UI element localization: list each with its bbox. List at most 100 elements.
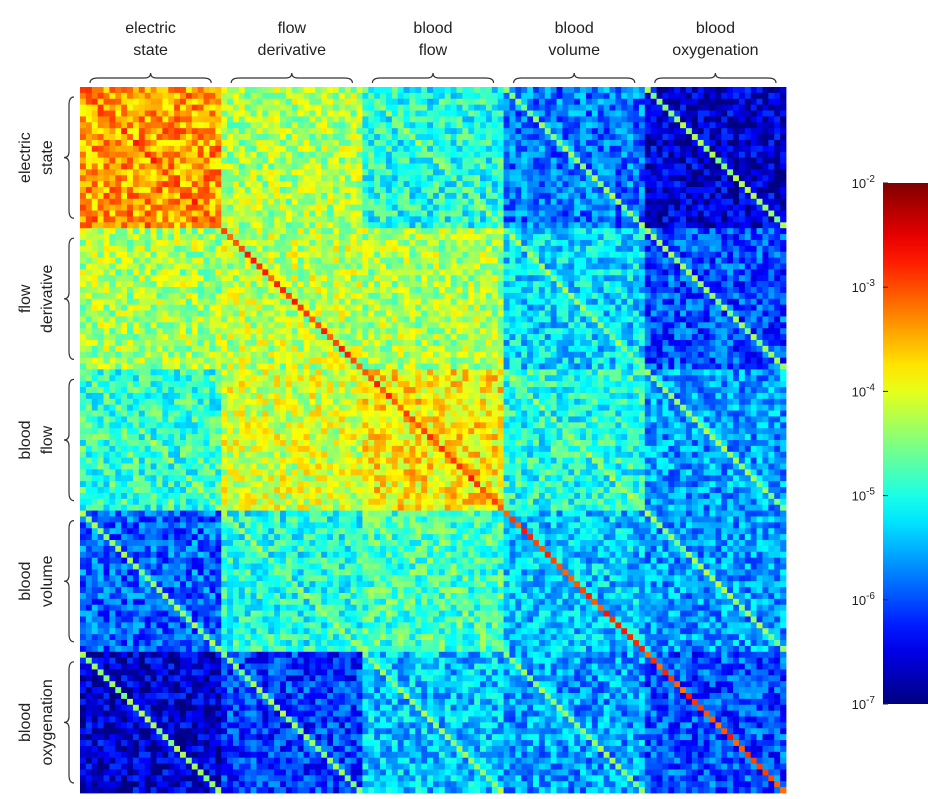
- heatmap-cell: [733, 257, 740, 264]
- heatmap-cell: [768, 263, 775, 270]
- heatmap-cell: [427, 304, 434, 311]
- heatmap-cell: [238, 92, 246, 100]
- heatmap-cell: [250, 257, 257, 264]
- heatmap-cell: [415, 210, 422, 217]
- heatmap-cell: [162, 316, 169, 323]
- heatmap-cell: [150, 298, 157, 306]
- heatmap-cell: [762, 134, 769, 141]
- heatmap-cell: [215, 116, 222, 123]
- heatmap-cell: [768, 122, 775, 129]
- heatmap-cell: [409, 192, 416, 200]
- heatmap-cell: [433, 210, 440, 217]
- heatmap-cell: [97, 128, 104, 135]
- heatmap-cell: [80, 151, 87, 158]
- heatmap-cell: [462, 216, 469, 223]
- heatmap-cell: [280, 210, 287, 217]
- heatmap-cell: [497, 92, 504, 100]
- heatmap-cell: [433, 87, 440, 94]
- heatmap-cell: [538, 98, 546, 106]
- heatmap-cell: [162, 145, 169, 153]
- heatmap-cell: [715, 192, 722, 200]
- heatmap-cell: [415, 110, 422, 117]
- heatmap-cell: [615, 110, 622, 117]
- heatmap-cell: [397, 304, 404, 311]
- heatmap-cell: [615, 263, 622, 270]
- heatmap-cell: [162, 92, 169, 100]
- heatmap-cell: [703, 292, 710, 300]
- heatmap-cell: [315, 281, 322, 288]
- heatmap-cell: [168, 228, 175, 235]
- heatmap-cell: [427, 204, 434, 211]
- heatmap-cell: [721, 145, 728, 153]
- heatmap-cell: [568, 198, 575, 206]
- heatmap-cell: [138, 275, 146, 282]
- heatmap-cell: [503, 87, 510, 94]
- heatmap-cell: [338, 169, 346, 176]
- heatmap-cell: [227, 328, 234, 335]
- heatmap-cell: [703, 181, 710, 188]
- heatmap-cell: [733, 245, 740, 253]
- heatmap-cell: [174, 181, 181, 188]
- heatmap-cell: [368, 145, 375, 153]
- heatmap-cell: [597, 210, 605, 217]
- heatmap-cell: [327, 122, 334, 129]
- heatmap-cell: [238, 328, 246, 335]
- heatmap-cell: [80, 139, 87, 147]
- heatmap-cell: [450, 128, 457, 135]
- heatmap-cell: [303, 163, 310, 170]
- heatmap-cell: [562, 151, 569, 158]
- heatmap-cell: [685, 269, 693, 276]
- heatmap-cell: [556, 116, 563, 123]
- heatmap-cell: [727, 204, 734, 211]
- heatmap-cell: [215, 175, 222, 182]
- heatmap-cell: [385, 175, 393, 182]
- heatmap-cell: [721, 87, 728, 94]
- heatmap-cell: [115, 116, 122, 123]
- heatmap-cell: [327, 245, 334, 253]
- heatmap-cell: [585, 98, 593, 106]
- heatmap-cell: [397, 228, 404, 235]
- heatmap-cell: [627, 239, 634, 247]
- heatmap-cell: [109, 222, 116, 229]
- heatmap-cell: [544, 228, 552, 235]
- heatmap-cell: [227, 104, 234, 111]
- heatmap-cell: [662, 175, 669, 182]
- heatmap-cell: [285, 310, 293, 317]
- heatmap-cell: [380, 181, 387, 188]
- heatmap-cell: [344, 198, 352, 206]
- heatmap-cell: [562, 216, 569, 223]
- heatmap-cell: [227, 298, 234, 306]
- heatmap-cell: [221, 116, 228, 123]
- heatmap-cell: [180, 245, 187, 253]
- heatmap-cell: [580, 234, 587, 241]
- heatmap-cell: [638, 292, 646, 300]
- heatmap-cell: [474, 145, 481, 153]
- heatmap-cell: [774, 139, 781, 147]
- heatmap-cell: [85, 104, 93, 111]
- heatmap-cell: [297, 104, 304, 111]
- heatmap-cell: [338, 222, 346, 229]
- heatmap-cell: [644, 187, 652, 194]
- heatmap-cell: [768, 292, 775, 300]
- heatmap-cell: [509, 187, 516, 194]
- heatmap-cell: [374, 175, 381, 182]
- heatmap-cell: [556, 216, 563, 223]
- heatmap-cell: [544, 204, 552, 211]
- heatmap-cell: [668, 181, 675, 188]
- heatmap-cell: [209, 322, 216, 329]
- heatmap-cell: [338, 98, 346, 106]
- heatmap-cell: [527, 110, 534, 117]
- heatmap-cell: [544, 222, 552, 229]
- heatmap-cell: [585, 222, 593, 229]
- heatmap-cell: [427, 292, 434, 300]
- heatmap-cell: [627, 316, 634, 323]
- heatmap-cell: [674, 251, 681, 259]
- heatmap-cell: [738, 98, 746, 106]
- heatmap-cell: [291, 216, 299, 223]
- heatmap-cell: [103, 181, 110, 188]
- heatmap-cell: [315, 210, 322, 217]
- heatmap-cell: [627, 92, 634, 100]
- heatmap-cell: [409, 228, 416, 235]
- heatmap-cell: [280, 104, 287, 111]
- heatmap-cell: [521, 192, 528, 200]
